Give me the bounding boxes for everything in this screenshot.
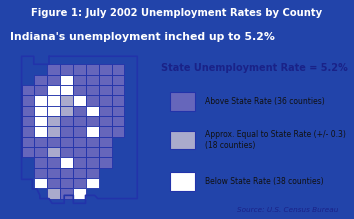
Bar xyxy=(73,95,86,106)
Bar xyxy=(99,137,112,147)
Bar xyxy=(47,95,60,106)
Text: Below State Rate (38 counties): Below State Rate (38 counties) xyxy=(205,177,324,186)
Bar xyxy=(47,157,60,168)
Text: Approx. Equal to State Rate (+/- 0.3)
(18 counties): Approx. Equal to State Rate (+/- 0.3) (1… xyxy=(205,130,346,150)
Bar xyxy=(47,116,60,126)
Bar xyxy=(86,64,99,75)
Bar xyxy=(171,92,195,111)
Bar xyxy=(22,106,34,116)
Bar xyxy=(112,64,124,75)
Bar xyxy=(47,178,60,188)
Bar xyxy=(34,95,47,106)
Bar xyxy=(73,188,86,199)
Bar xyxy=(86,137,99,147)
Bar xyxy=(47,188,60,199)
Bar xyxy=(86,178,99,188)
Bar xyxy=(112,116,124,126)
Bar xyxy=(34,126,47,137)
Bar xyxy=(112,75,124,85)
Bar xyxy=(73,126,86,137)
Bar xyxy=(22,126,34,137)
Bar xyxy=(34,178,47,188)
Bar xyxy=(112,106,124,116)
Bar xyxy=(99,64,112,75)
Bar xyxy=(47,64,60,75)
Bar xyxy=(112,126,124,137)
Bar xyxy=(73,75,86,85)
Bar xyxy=(60,147,73,157)
Text: Figure 1: July 2002 Unemployment Rates by County: Figure 1: July 2002 Unemployment Rates b… xyxy=(32,8,322,18)
Bar xyxy=(22,85,34,95)
Text: Source: U.S. Census Bureau: Source: U.S. Census Bureau xyxy=(237,207,339,213)
Bar xyxy=(22,116,34,126)
Bar xyxy=(86,106,99,116)
Bar xyxy=(60,168,73,178)
Bar xyxy=(60,137,73,147)
Bar xyxy=(73,64,86,75)
Bar xyxy=(73,147,86,157)
Bar xyxy=(60,157,73,168)
Bar xyxy=(34,116,47,126)
Bar xyxy=(60,85,73,95)
Bar xyxy=(34,106,47,116)
Bar xyxy=(86,168,99,178)
Bar xyxy=(73,168,86,178)
Bar xyxy=(34,75,47,85)
Text: Indiana's unemployment inched up to 5.2%: Indiana's unemployment inched up to 5.2% xyxy=(10,32,275,42)
Bar xyxy=(34,157,47,168)
Bar xyxy=(99,147,112,157)
Bar xyxy=(34,168,47,178)
Bar xyxy=(47,106,60,116)
Bar xyxy=(86,75,99,85)
Bar xyxy=(34,137,47,147)
Bar xyxy=(99,106,112,116)
Bar xyxy=(60,106,73,116)
Bar xyxy=(47,137,60,147)
Text: Above State Rate (36 counties): Above State Rate (36 counties) xyxy=(205,97,325,106)
Bar xyxy=(99,157,112,168)
Bar xyxy=(34,85,47,95)
Bar xyxy=(86,95,99,106)
Bar xyxy=(86,116,99,126)
Bar xyxy=(22,137,34,147)
Bar xyxy=(99,116,112,126)
Bar xyxy=(60,116,73,126)
Bar xyxy=(86,157,99,168)
Bar xyxy=(73,85,86,95)
Bar xyxy=(99,75,112,85)
Bar xyxy=(73,106,86,116)
Bar xyxy=(22,147,34,157)
Bar xyxy=(99,85,112,95)
Bar xyxy=(60,64,73,75)
Bar xyxy=(60,126,73,137)
Bar xyxy=(47,168,60,178)
Bar xyxy=(47,147,60,157)
Bar xyxy=(60,178,73,188)
Bar xyxy=(47,75,60,85)
Bar xyxy=(73,116,86,126)
Bar xyxy=(34,147,47,157)
Bar xyxy=(171,131,195,149)
Bar xyxy=(86,147,99,157)
Text: State Unemployment Rate = 5.2%: State Unemployment Rate = 5.2% xyxy=(161,63,348,73)
Bar xyxy=(60,95,73,106)
Bar xyxy=(112,85,124,95)
Bar xyxy=(99,126,112,137)
Bar xyxy=(60,75,73,85)
Bar xyxy=(73,157,86,168)
Bar xyxy=(60,188,73,199)
Bar xyxy=(47,126,60,137)
Bar xyxy=(73,137,86,147)
Bar xyxy=(86,85,99,95)
Bar xyxy=(47,85,60,95)
Bar xyxy=(171,172,195,191)
Bar xyxy=(22,95,34,106)
Bar xyxy=(86,126,99,137)
Bar xyxy=(73,178,86,188)
Bar xyxy=(99,95,112,106)
Bar xyxy=(112,95,124,106)
